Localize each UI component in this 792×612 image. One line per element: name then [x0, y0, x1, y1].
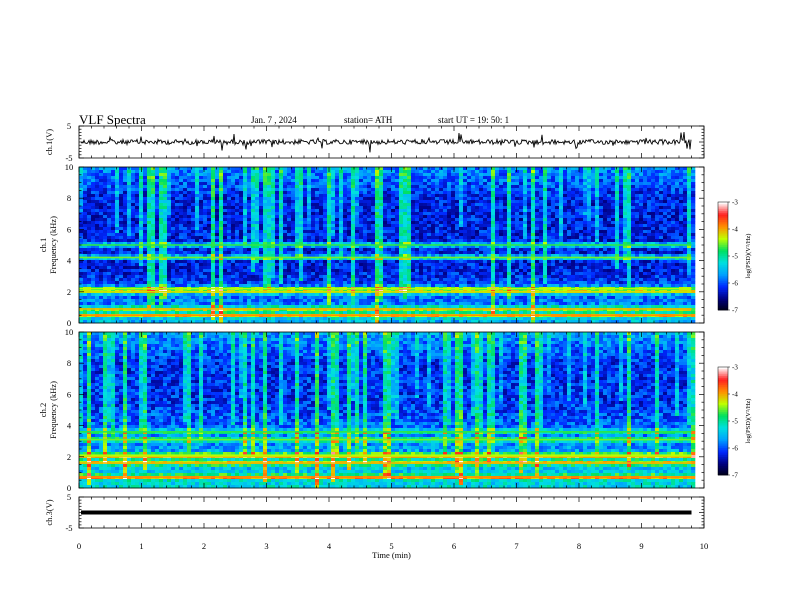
- ch2-spectrogram-ytick-label: 2: [67, 452, 71, 462]
- ch1-spectrogram-ylabel: Frequency (kHz): [48, 216, 58, 274]
- x-tick-label: 1: [139, 541, 143, 551]
- ch1-spectrogram-colorbar-tick-label: -4: [732, 226, 738, 234]
- ch1-spectrogram-colorbar: [717, 201, 730, 311]
- ch2-spectrogram-colorbar-tick-label: -4: [732, 391, 738, 399]
- ch1-trace: [80, 131, 692, 153]
- ch1-spectrogram-band: [79, 287, 692, 290]
- figure-title: VLF Spectra: [79, 112, 146, 127]
- x-tick-label: 5: [389, 541, 393, 551]
- ch1-waveform-ytick-label: 5: [67, 121, 71, 131]
- ch2-spectrogram-band: [79, 431, 692, 433]
- ch1-spectrogram-colorbar-tick-label: -6: [732, 280, 738, 288]
- ch2-spectrogram-colorbar-label: log(PSD)(V²/Hz): [745, 399, 752, 444]
- ch2-spectrogram-image: [79, 332, 704, 489]
- ch2-spectrogram-channel-label: ch.2: [38, 403, 48, 417]
- ch1-spectrogram-colorbar-label: log(PSD)(V²/Hz): [745, 234, 752, 279]
- start-ut-label: start UT = 19: 50: 1: [438, 115, 510, 125]
- ch1-spectrogram-band: [79, 244, 692, 246]
- ch1-spectrogram-ytick-label: 6: [67, 224, 71, 234]
- ch2-spectrogram-ylabel: Frequency (kHz): [48, 381, 58, 439]
- ch1-waveform-ytick-label: -5: [65, 153, 72, 163]
- ch2-spectrogram-band: [79, 456, 692, 458]
- ch2-spectrogram-ytick-label: 6: [67, 389, 71, 399]
- x-tick-label: 7: [514, 541, 518, 551]
- ch2-spectrogram-band: [79, 462, 692, 464]
- ch3-waveform-ytick-label: -5: [65, 523, 72, 533]
- ch2-spectrogram-ytick-label: 10: [65, 327, 74, 337]
- x-tick-label: 3: [264, 541, 268, 551]
- ch1-spectrogram-ytick-label: 4: [67, 256, 72, 266]
- ch2-spectrogram-ytick-label: 4: [67, 421, 72, 431]
- ch3-waveform-ytick-label: 5: [67, 492, 71, 502]
- ch1-spectrogram-image: [79, 167, 704, 324]
- ch2-spectrogram-colorbar-tick-label: -7: [732, 472, 738, 480]
- ch1-spectrogram-band: [79, 291, 692, 293]
- x-tick-label: 2: [202, 541, 206, 551]
- ch2-spectrogram-colorbar-tick-label: -5: [732, 418, 738, 426]
- ch2-spectrogram-colorbar: [717, 366, 730, 476]
- ch1-spectrogram-colorbar-tick-label: -3: [732, 199, 738, 207]
- ch1-spectrogram-ytick-label: 8: [67, 193, 71, 203]
- station-label: station= ATH: [344, 115, 393, 125]
- ch1-spectrogram-band: [79, 308, 692, 310]
- ch2-spectrogram-band: [79, 476, 692, 478]
- x-tick-label: 9: [639, 541, 643, 551]
- ch2-spectrogram-ytick-label: 0: [67, 483, 71, 493]
- x-axis-label: Time (min): [372, 550, 411, 560]
- ch1-spectrogram-ytick-label: 10: [65, 162, 74, 172]
- ch1-spectrogram-ytick-label: 0: [67, 318, 71, 328]
- ch2-spectrogram-colorbar-tick-label: -6: [732, 445, 738, 453]
- ch3-waveform-ylabel: ch.3(V): [44, 499, 54, 525]
- ch1-spectrogram-band: [79, 256, 692, 259]
- ch1-waveform-ylabel: ch.1(V): [44, 129, 54, 155]
- ch2-spectrogram-colorbar-tick-label: -3: [732, 364, 738, 372]
- ch3-trace: [81, 510, 692, 515]
- ch2-spectrogram-band: [79, 454, 692, 457]
- ch1-spectrogram-colorbar-tick-label: -5: [732, 253, 738, 261]
- x-tick-label: 4: [327, 541, 332, 551]
- ch2-spectrogram-band: [79, 438, 692, 441]
- ch1-spectrogram-colorbar-tick-label: -7: [732, 307, 738, 315]
- x-tick-label: 0: [77, 541, 81, 551]
- ch1-spectrogram-channel-label: ch.1: [38, 238, 48, 252]
- x-tick-label: 6: [452, 541, 456, 551]
- ch2-spectrogram-ytick-label: 8: [67, 358, 71, 368]
- ch1-spectrogram-ytick-label: 2: [67, 287, 71, 297]
- x-tick-label: 10: [700, 541, 709, 551]
- ch1-spectrogram-band: [79, 314, 692, 316]
- x-tick-label: 8: [577, 541, 581, 551]
- date-label: Jan. 7 , 2024: [251, 115, 297, 125]
